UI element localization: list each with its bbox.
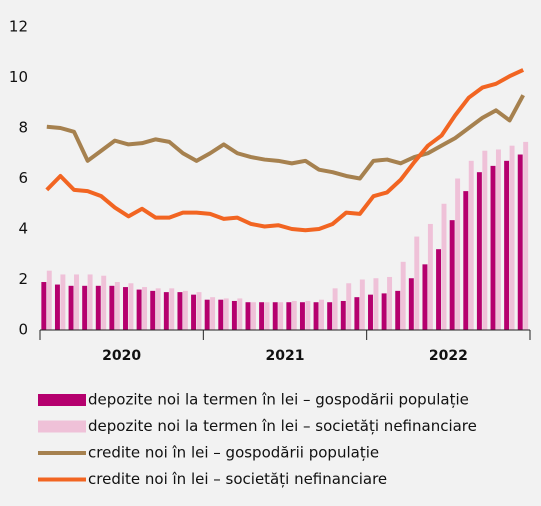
bar — [87, 274, 93, 330]
line — [46, 94, 525, 181]
bar — [449, 220, 455, 330]
bar — [54, 284, 60, 330]
bar — [368, 294, 373, 330]
bar — [291, 300, 297, 330]
bar — [136, 289, 142, 330]
bar — [60, 274, 66, 330]
bar — [218, 299, 224, 330]
bar — [109, 285, 115, 330]
line — [45, 68, 525, 233]
bar — [231, 300, 237, 330]
bar — [286, 302, 292, 330]
bar — [101, 275, 107, 330]
bar — [436, 249, 442, 330]
bar — [313, 302, 319, 330]
bar — [305, 300, 311, 330]
bar — [422, 264, 428, 330]
bar — [299, 302, 305, 330]
bar — [177, 292, 183, 330]
bar — [395, 290, 401, 330]
bar — [504, 160, 510, 330]
bar — [114, 282, 120, 330]
bar — [245, 302, 251, 330]
bar — [463, 191, 469, 330]
bar — [482, 150, 488, 330]
bar — [237, 298, 243, 330]
bar — [354, 297, 360, 330]
bar — [264, 302, 270, 330]
bar — [476, 172, 482, 330]
x-group-label: 2022 — [429, 348, 468, 364]
bar — [74, 274, 79, 330]
bar — [204, 299, 210, 330]
bar — [373, 278, 379, 330]
bar — [340, 300, 346, 330]
legend-swatch — [38, 394, 86, 406]
bar — [387, 276, 393, 330]
x-group-label: 2020 — [102, 348, 141, 364]
y-tick-label: 12 — [9, 18, 28, 36]
bar — [223, 298, 229, 330]
bar — [250, 302, 256, 330]
bar — [196, 292, 202, 330]
bar — [455, 178, 461, 330]
bar — [319, 299, 324, 330]
bar — [408, 278, 414, 330]
legend-label: depozite noi la termen în lei – gospodăr… — [88, 391, 469, 409]
bar — [468, 160, 474, 330]
bar — [346, 283, 352, 330]
legend-label: depozite noi la termen în lei – societăț… — [88, 417, 477, 435]
bar — [278, 302, 284, 330]
bar — [359, 279, 365, 330]
y-tick-label: 2 — [18, 270, 28, 288]
bar — [142, 287, 148, 330]
legend-swatch — [38, 420, 86, 433]
bar — [327, 302, 333, 330]
x-group-label: 2021 — [266, 348, 305, 364]
bar — [128, 283, 134, 330]
bar — [272, 302, 278, 330]
y-tick-label: 0 — [18, 321, 28, 339]
bar — [123, 287, 128, 330]
bar — [169, 288, 175, 330]
bar — [163, 292, 169, 330]
bar — [68, 285, 74, 330]
bar — [509, 145, 515, 330]
bar — [441, 203, 447, 330]
legend-label: credite noi în lei – gospodării populați… — [88, 444, 379, 462]
bar — [414, 236, 420, 330]
bar — [332, 288, 338, 330]
bar — [523, 141, 529, 330]
legend-label: credite noi în lei – societăți nefinanci… — [88, 470, 387, 488]
bar — [495, 149, 501, 330]
y-tick-label: 6 — [18, 169, 28, 187]
bar — [82, 285, 88, 330]
bar — [490, 165, 496, 330]
bar — [150, 290, 156, 330]
y-tick-label: 4 — [18, 220, 28, 238]
bar — [517, 154, 523, 330]
bar — [41, 282, 47, 330]
bar — [259, 302, 265, 330]
bar — [400, 261, 406, 330]
y-tick-label: 8 — [18, 119, 28, 137]
bar — [210, 297, 216, 330]
bar — [46, 270, 52, 330]
bar — [155, 288, 161, 330]
bar — [191, 294, 197, 330]
bar — [381, 293, 387, 330]
bar — [95, 285, 101, 330]
y-tick-label: 10 — [9, 68, 28, 86]
bar — [427, 223, 433, 330]
bar — [182, 290, 188, 330]
